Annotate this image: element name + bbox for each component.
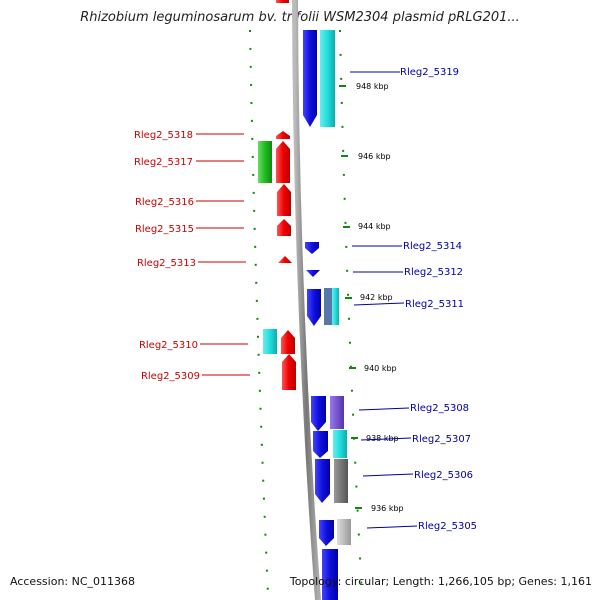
gene-label: Rleg2_5306	[414, 470, 473, 481]
gene-rleg2-5314	[305, 242, 319, 254]
gene-label: Rleg2_5319	[400, 67, 459, 78]
kbp-label: 946 kbp	[358, 152, 391, 161]
gene-label: Rleg2_5309	[141, 371, 200, 382]
right-leader-lines	[350, 71, 418, 529]
kbp-ticks	[339, 85, 362, 509]
gene-label: Rleg2_5315	[135, 224, 194, 235]
gene-rleg2-5306-gray	[334, 459, 348, 503]
gene-rleg2-5310-cyan	[263, 329, 277, 354]
gene-rleg2-5313	[278, 256, 292, 263]
gene-rleg2-5307-cyan	[333, 430, 347, 458]
gene-label: Rleg2_5312	[404, 267, 463, 278]
gene-rleg2-5319-cyan	[320, 30, 335, 127]
topology-label: Topology: circular; Length: 1,266,105 bp…	[289, 575, 592, 588]
gene-rleg2-5311-cyan	[332, 288, 339, 325]
gene-top-red	[276, 0, 289, 3]
gene-rleg2-5312	[306, 270, 320, 277]
gene-rleg2-5307	[313, 431, 328, 458]
right-genes[interactable]	[303, 30, 351, 600]
gene-rleg2-5309	[282, 354, 296, 390]
gene-label: Rleg2_5318	[134, 130, 193, 141]
gene-rleg2-5315	[277, 219, 291, 236]
gene-rleg2-5306	[315, 459, 330, 503]
backbone	[292, 0, 321, 600]
gene-rleg2-5317-green	[258, 141, 272, 183]
accession-label: Accession: NC_011368	[10, 575, 136, 588]
left-leader-lines	[196, 133, 250, 376]
kbp-label: 938 kbp	[366, 434, 399, 443]
gene-rleg2-5310	[281, 330, 295, 354]
gene-label: Rleg2_5307	[412, 434, 471, 445]
gene-label: Rleg2_5317	[134, 157, 193, 168]
gene-label: Rleg2_5305	[418, 521, 477, 532]
outer-left-track	[249, 29, 269, 596]
kbp-label: 936 kbp	[371, 504, 404, 513]
gene-rleg2-5318	[276, 131, 290, 139]
gene-rleg2-5319	[303, 30, 317, 127]
kbp-label: 940 kbp	[364, 364, 397, 373]
gene-rleg2-5305-lightgray	[337, 519, 351, 545]
gene-label: Rleg2_5308	[410, 403, 469, 414]
gene-bottom-blue	[322, 549, 338, 600]
kbp-label: 948 kbp	[356, 82, 389, 91]
gene-rleg2-5308	[311, 396, 326, 431]
gene-label: Rleg2_5311	[405, 299, 464, 310]
gene-label: Rleg2_5310	[139, 340, 198, 351]
outer-right-track	[339, 29, 363, 596]
gene-rleg2-5316	[277, 184, 291, 216]
left-genes[interactable]	[258, 0, 296, 390]
gene-label: Rleg2_5314	[403, 241, 462, 252]
gene-rleg2-5308-purple	[330, 396, 344, 429]
right-gene-labels: Rleg2_5319 Rleg2_5314 Rleg2_5312 Rleg2_5…	[400, 67, 477, 532]
gene-rleg2-5317	[276, 141, 290, 183]
gene-rleg2-5305	[319, 520, 334, 546]
gene-rleg2-5311	[307, 289, 321, 326]
gene-label: Rleg2_5316	[135, 197, 194, 208]
kbp-labels: 948 kbp 946 kbp 944 kbp 942 kbp 940 kbp …	[356, 82, 404, 513]
gene-rleg2-5311-steel	[324, 288, 332, 325]
kbp-label: 944 kbp	[358, 222, 391, 231]
left-gene-labels: Rleg2_5318 Rleg2_5317 Rleg2_5316 Rleg2_5…	[134, 130, 200, 382]
kbp-label: 942 kbp	[360, 293, 393, 302]
map-title: Rhizobium leguminosarum bv. trifolii WSM…	[80, 10, 520, 25]
gene-label: Rleg2_5313	[137, 258, 196, 269]
